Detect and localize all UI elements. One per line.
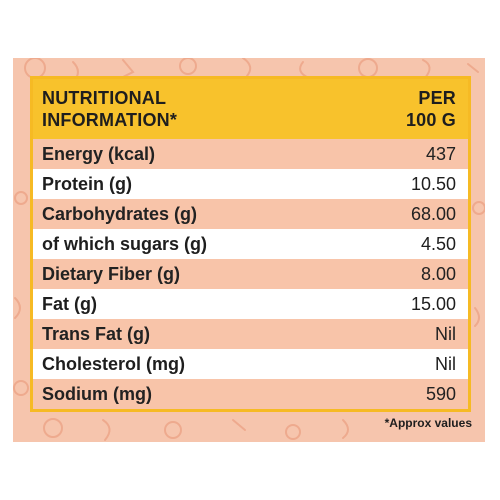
table-row: Carbohydrates (g) 68.00 [33,199,468,229]
doodle-circle-icon [285,424,301,440]
table-row: Sodium (mg) 590 [33,379,468,409]
doodle-leaf-icon [232,419,246,431]
table-row: Energy (kcal) 437 [33,139,468,169]
row-value: 4.50 [420,233,456,254]
decorative-food-doodles [13,58,485,441]
header-per-100g: PER 100 G [406,87,456,131]
row-value: 15.00 [410,293,456,314]
doodle-leaf-icon [342,419,349,439]
doodle-leaf-icon [242,58,252,77]
doodle-circle-icon [13,380,29,396]
doodle-circle-icon [164,421,182,439]
doodle-circle-icon [14,191,28,205]
row-value: Nil [435,353,456,374]
nutrition-table: NUTRITIONAL INFORMATION* PER 100 G Energ… [30,76,471,412]
doodle-leaf-icon [102,419,111,441]
doodle-circle-icon [43,418,63,438]
row-label: of which sugars (g) [42,233,208,254]
doodle-circle-icon [179,58,197,75]
table-row: Trans Fat (g) Nil [33,319,468,349]
row-label: Trans Fat (g) [42,323,151,344]
doodle-leaf-icon [467,63,479,73]
row-label: Energy (kcal) [42,143,156,164]
doodle-leaf-icon [474,307,480,327]
doodle-circle-icon [24,58,46,79]
table-row: Cholesterol (mg) Nil [33,349,468,379]
doodle-circle-icon [472,201,485,215]
row-label: Fat (g) [42,293,97,314]
table-row: Fat (g) 15.00 [33,289,468,319]
approx-values-footnote: *Approx values [384,416,472,430]
table-row: of which sugars (g) 4.50 [33,229,468,259]
nutrition-panel: NUTRITIONAL INFORMATION* PER 100 G Energ… [13,58,485,442]
row-value: 437 [425,143,456,164]
header-per-line2: 100 G [405,110,456,130]
header-title: NUTRITIONAL INFORMATION* [42,87,177,131]
header-title-line1: NUTRITIONAL [42,88,167,108]
row-value: 68.00 [410,203,456,224]
doodle-leaf-icon [14,297,21,319]
row-value: Nil [435,323,456,344]
row-label: Cholesterol (mg) [42,353,186,374]
row-label: Dietary Fiber (g) [42,263,181,284]
row-label: Protein (g) [42,173,132,194]
doodle-circle-icon [358,58,378,78]
row-value: 8.00 [420,263,456,284]
table-header: NUTRITIONAL INFORMATION* PER 100 G [33,79,468,139]
table-row: Protein (g) 10.50 [33,169,468,199]
table-row: Dietary Fiber (g) 8.00 [33,259,468,289]
header-title-line2: INFORMATION* [42,110,178,130]
row-value: 10.50 [410,173,456,194]
row-value: 590 [425,383,456,404]
header-per-line1: PER [418,88,456,108]
row-label: Carbohydrates (g) [42,203,198,224]
row-label: Sodium (mg) [42,383,152,404]
